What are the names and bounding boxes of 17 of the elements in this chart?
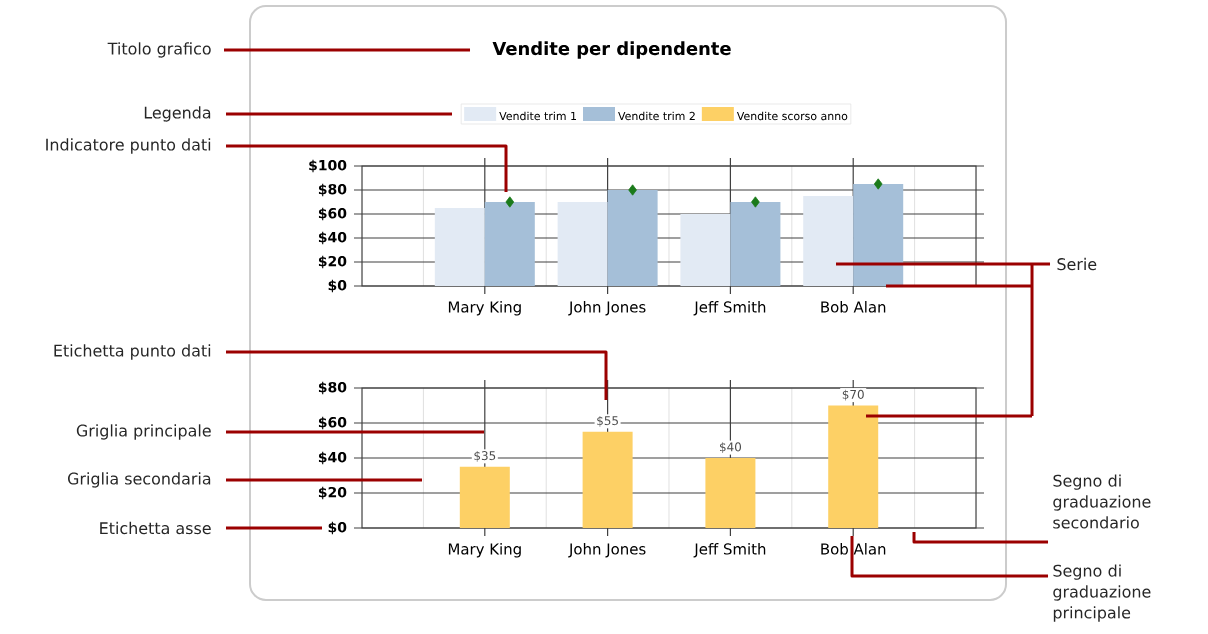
point bbox=[751, 196, 760, 208]
bar bbox=[459, 466, 510, 528]
bar bbox=[828, 405, 879, 528]
point bbox=[628, 184, 637, 196]
bar bbox=[434, 207, 485, 286]
point bbox=[873, 178, 883, 190]
bar bbox=[607, 189, 658, 286]
bar bbox=[680, 213, 731, 286]
point bbox=[505, 196, 515, 208]
bar bbox=[705, 458, 756, 528]
bar bbox=[853, 183, 904, 286]
bar bbox=[557, 201, 608, 286]
chart-title: Vendite per dipendente bbox=[492, 41, 731, 59]
bar bbox=[730, 201, 781, 286]
bar bbox=[484, 201, 535, 286]
bar bbox=[582, 431, 633, 528]
bar bbox=[803, 195, 854, 286]
